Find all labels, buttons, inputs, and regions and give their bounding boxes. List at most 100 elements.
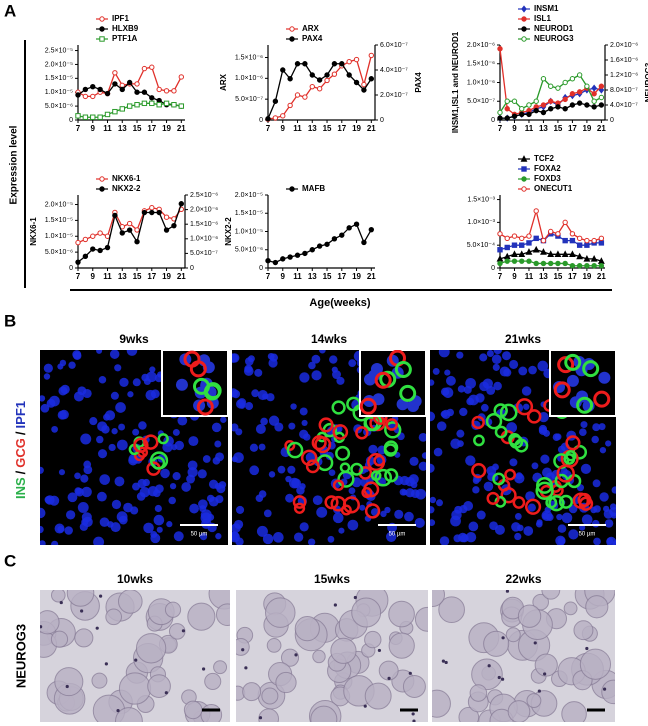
x-tick-label: 9 — [91, 272, 96, 281]
y-tick-label: 1.5×10⁻⁵ — [45, 75, 73, 82]
tissue-cluster — [388, 632, 415, 659]
nucleus — [215, 533, 222, 540]
tissue-cluster — [532, 593, 549, 611]
nucleus — [154, 504, 162, 513]
nucleus — [258, 490, 267, 498]
tissue-cluster — [183, 700, 203, 720]
nucleus — [514, 473, 525, 484]
data-point — [331, 71, 338, 77]
nucleus — [401, 489, 408, 496]
y2-axis-label: PAX4 — [414, 72, 423, 93]
data-point — [511, 250, 518, 258]
nucleus — [440, 387, 450, 396]
data-point — [126, 103, 133, 109]
y-tick-label: 2.0×10⁻⁶ — [467, 42, 495, 49]
scale-bar-label: 50 µm — [191, 532, 208, 538]
y2-tick-label: 1.6×10⁻⁶ — [610, 57, 638, 64]
data-point — [525, 248, 533, 255]
data-point — [178, 201, 185, 207]
inset-stain — [204, 382, 222, 400]
tissue-cluster — [115, 707, 143, 722]
data-point — [511, 258, 518, 264]
stained-cell — [258, 716, 263, 720]
x-tick-label: 19 — [162, 272, 171, 281]
tissue-cluster — [261, 687, 279, 705]
series-line — [77, 203, 182, 263]
data-point — [287, 76, 293, 82]
tissue-cluster — [40, 610, 60, 635]
y-tick-label: 0 — [491, 117, 495, 124]
tissue-cluster — [135, 633, 167, 664]
nucleus — [603, 505, 610, 513]
stained-cell — [95, 626, 99, 630]
stained-cell — [501, 636, 505, 640]
nucleus — [483, 481, 494, 492]
legend-label: ISL1 — [534, 14, 551, 23]
legend-label: PTF1A — [112, 34, 138, 43]
nucleus — [188, 436, 199, 447]
nucleus — [446, 375, 456, 386]
nucleus — [257, 389, 268, 401]
data-point — [156, 102, 162, 108]
scale-bar-label: 50 µm — [579, 532, 596, 538]
tissue-cluster — [483, 630, 510, 657]
cell-stain — [292, 495, 307, 509]
data-point — [346, 58, 352, 65]
nucleus — [552, 433, 561, 442]
scale-bar-label: 50 µm — [389, 532, 406, 538]
cell-stain — [335, 445, 351, 461]
legend-marker — [521, 176, 527, 182]
legend-marker — [99, 176, 105, 182]
nucleus — [80, 474, 89, 483]
data-point — [584, 83, 590, 89]
data-point — [178, 103, 185, 109]
tissue-cluster — [507, 700, 531, 722]
data-point — [280, 113, 286, 119]
tissue-cluster — [51, 590, 66, 603]
data-point — [361, 81, 367, 88]
cell-stain — [548, 495, 565, 512]
nucleus — [493, 381, 502, 391]
data-point — [533, 208, 539, 214]
nucleus — [268, 471, 276, 478]
nucleus — [514, 513, 522, 520]
nucleus — [359, 504, 366, 511]
cell-stain — [565, 450, 577, 462]
nucleus — [511, 522, 521, 532]
x-tick-label: 9 — [281, 124, 286, 133]
cell-stain — [556, 464, 575, 483]
data-point — [324, 241, 330, 247]
tissue-cluster — [541, 590, 561, 600]
inset-stain — [593, 390, 611, 408]
data-point — [547, 250, 555, 258]
data-point — [331, 61, 338, 67]
data-point — [294, 61, 301, 67]
data-point — [134, 239, 140, 245]
data-point — [576, 242, 583, 248]
nucleus — [338, 527, 345, 534]
nucleus — [493, 350, 502, 355]
x-tick-label: 13 — [308, 124, 317, 133]
data-point — [555, 231, 561, 237]
data-point — [547, 260, 554, 267]
nucleus — [606, 536, 616, 545]
nucleus — [237, 398, 247, 407]
legend-marker — [99, 16, 105, 22]
nucleus — [476, 510, 486, 520]
data-point — [82, 114, 89, 120]
nucleus — [430, 519, 436, 527]
tissue-cluster — [168, 623, 186, 640]
inset-stain — [394, 360, 412, 378]
y-tick-label: 1.5×10⁻⁵ — [235, 210, 263, 217]
data-point — [540, 237, 547, 244]
nucleus — [118, 423, 126, 431]
nucleus — [591, 519, 600, 528]
data-point — [511, 113, 518, 119]
cell-stain — [535, 481, 554, 500]
nucleus — [347, 519, 359, 531]
y-tick-label: 5.0×10⁻⁶ — [45, 103, 73, 110]
cell-stain — [504, 468, 517, 481]
data-point — [526, 102, 532, 108]
tissue-cluster — [242, 682, 262, 702]
tissue-cluster — [312, 649, 326, 664]
